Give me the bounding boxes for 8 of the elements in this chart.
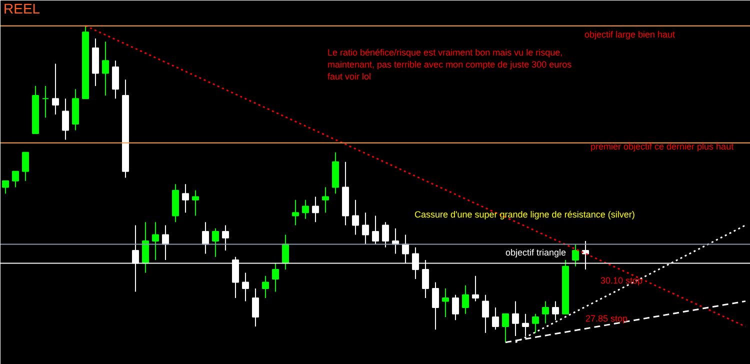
annotation: premier objectif ce dernier plus haut (590, 142, 734, 152)
annotation: 27.85 stop (586, 314, 628, 324)
text: REEL (4, 0, 40, 16)
annotation: objectif large bien haut (584, 30, 676, 40)
annotation: Cassure d'une super grande ligne de résistance (silver) (414, 210, 635, 220)
annotation: Le ratio bénéfice/risque est vraiment bon mais vu le risque, maintenant, pas terrible avec mon compte de juste 300 euros faut voir lol (328, 48, 572, 82)
annotation: objectif triangle (506, 248, 566, 258)
annotation: 30.10 stop (600, 276, 643, 286)
